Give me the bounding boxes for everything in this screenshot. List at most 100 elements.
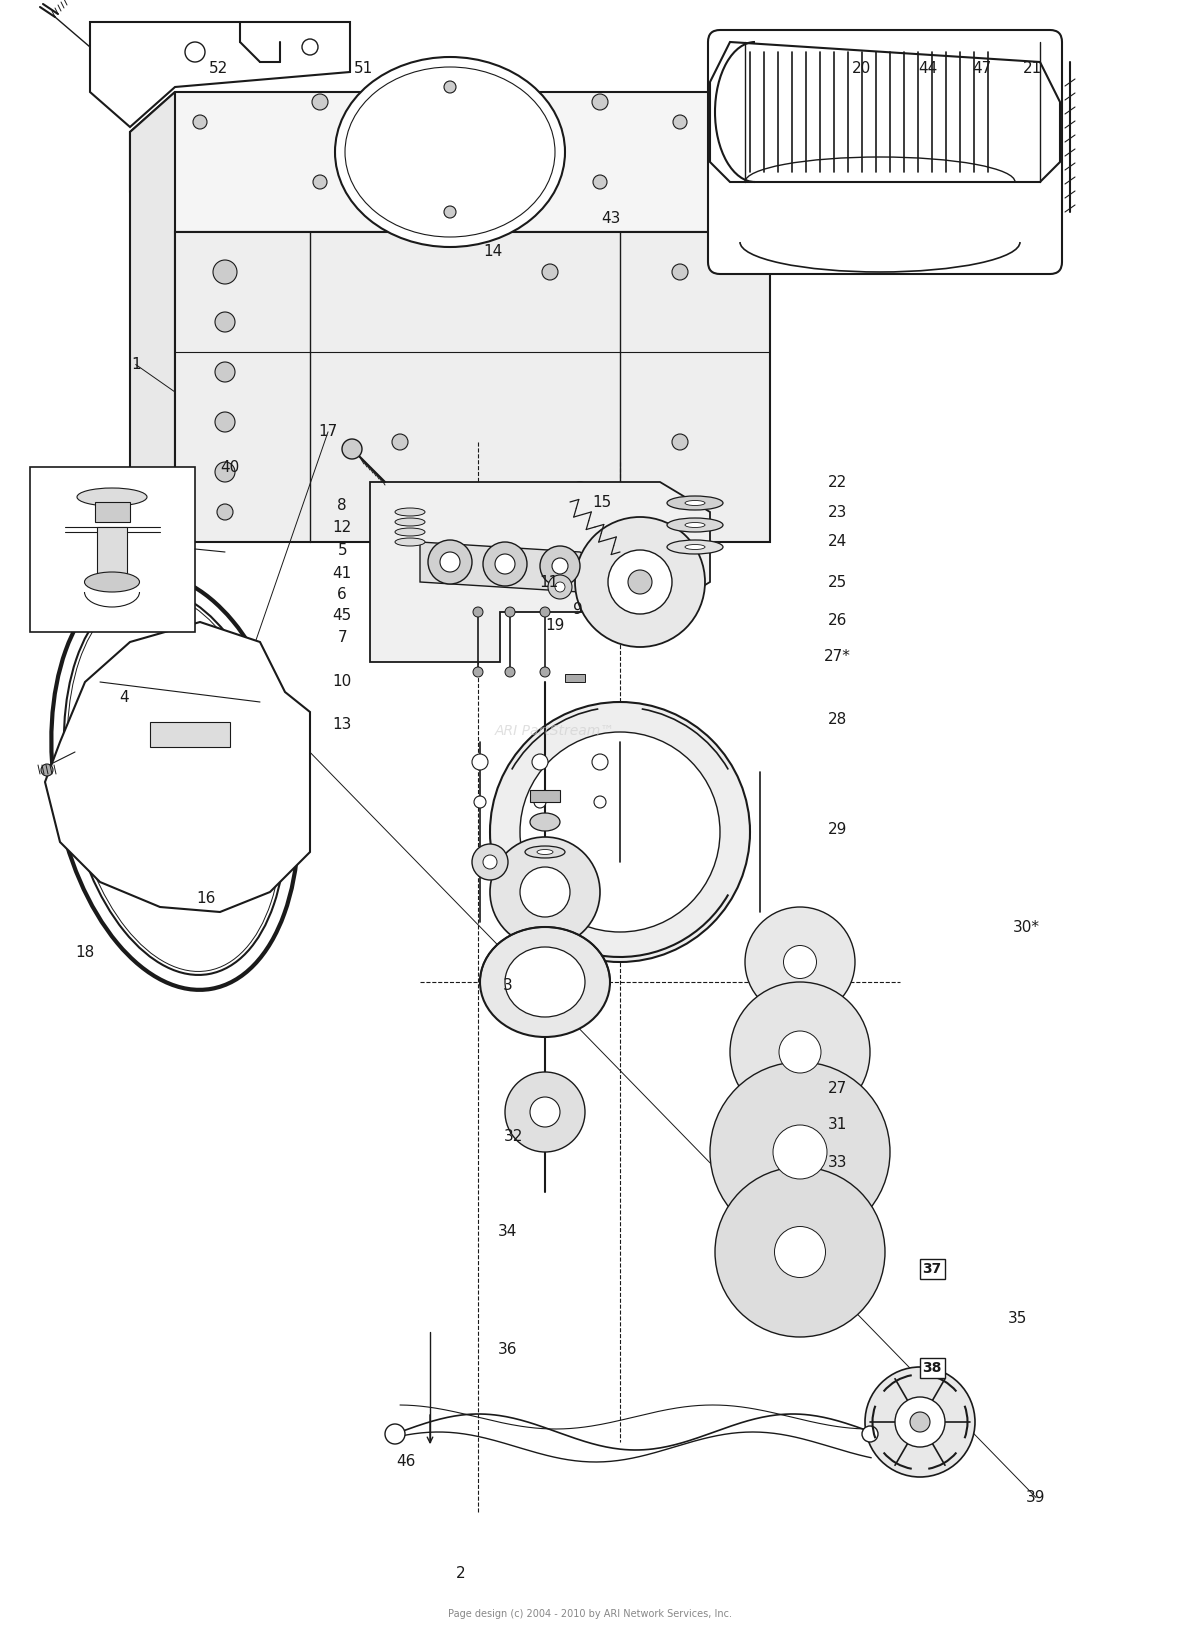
Text: 43: 43 — [602, 210, 621, 227]
Text: 25: 25 — [828, 575, 847, 591]
Circle shape — [473, 667, 483, 677]
Text: 35: 35 — [1008, 1310, 1027, 1327]
Ellipse shape — [480, 928, 610, 1038]
Circle shape — [505, 667, 514, 677]
Polygon shape — [420, 542, 610, 593]
Circle shape — [592, 94, 608, 110]
Text: 8: 8 — [337, 498, 347, 514]
Text: 22: 22 — [828, 475, 847, 491]
Circle shape — [745, 906, 856, 1016]
Ellipse shape — [77, 488, 148, 506]
Circle shape — [542, 264, 558, 281]
Text: ARI PartStream™: ARI PartStream™ — [494, 724, 615, 737]
Ellipse shape — [335, 57, 565, 246]
Text: 29: 29 — [828, 821, 847, 837]
Bar — [96, 502, 130, 522]
Text: 28: 28 — [828, 711, 847, 727]
FancyBboxPatch shape — [708, 30, 1062, 274]
Circle shape — [494, 553, 514, 575]
Circle shape — [628, 570, 653, 594]
Circle shape — [575, 562, 585, 571]
Circle shape — [773, 1125, 827, 1179]
Text: 47: 47 — [972, 61, 991, 77]
Text: 4: 4 — [119, 690, 129, 706]
Ellipse shape — [395, 529, 425, 535]
Text: 23: 23 — [828, 504, 847, 521]
Circle shape — [710, 1062, 890, 1241]
Circle shape — [865, 1368, 975, 1478]
Ellipse shape — [505, 947, 585, 1016]
Circle shape — [540, 547, 581, 586]
Circle shape — [472, 754, 489, 770]
Text: 9: 9 — [573, 601, 583, 617]
Text: 14: 14 — [484, 243, 503, 259]
Text: 24: 24 — [828, 534, 847, 550]
Text: 21: 21 — [1023, 61, 1042, 77]
Text: 44: 44 — [918, 61, 937, 77]
Text: 7: 7 — [337, 629, 347, 645]
Circle shape — [532, 754, 548, 770]
Circle shape — [41, 764, 53, 777]
Circle shape — [472, 844, 509, 880]
Ellipse shape — [395, 507, 425, 516]
Text: 41: 41 — [333, 565, 352, 581]
Bar — [97, 527, 127, 581]
Text: 13: 13 — [333, 716, 352, 732]
Text: 31: 31 — [828, 1117, 847, 1133]
Circle shape — [540, 608, 550, 617]
Text: Page design (c) 2004 - 2010 by ARI Network Services, Inc.: Page design (c) 2004 - 2010 by ARI Netwo… — [448, 1609, 732, 1619]
Circle shape — [575, 517, 704, 647]
Text: 5: 5 — [337, 542, 347, 558]
Bar — [565, 673, 585, 681]
Circle shape — [215, 361, 235, 383]
Circle shape — [505, 1072, 585, 1153]
Circle shape — [555, 581, 565, 593]
Text: 27*: 27* — [825, 649, 851, 665]
Ellipse shape — [686, 522, 704, 527]
Circle shape — [592, 754, 608, 770]
Text: 45: 45 — [333, 608, 352, 624]
Text: 19: 19 — [545, 617, 564, 634]
Circle shape — [530, 1097, 560, 1126]
Text: 6: 6 — [337, 586, 347, 603]
Circle shape — [520, 867, 570, 916]
Text: 52: 52 — [209, 61, 228, 77]
Polygon shape — [90, 21, 350, 126]
Text: 18: 18 — [76, 944, 94, 961]
Circle shape — [894, 1397, 945, 1447]
Text: 39: 39 — [1027, 1489, 1045, 1506]
Circle shape — [392, 484, 408, 501]
Ellipse shape — [530, 813, 560, 831]
Bar — [530, 790, 560, 801]
Circle shape — [784, 946, 817, 979]
Circle shape — [548, 575, 572, 599]
Text: 10: 10 — [333, 673, 352, 690]
Text: 17: 17 — [319, 424, 337, 440]
Text: 33: 33 — [828, 1154, 847, 1171]
Circle shape — [594, 176, 607, 189]
Text: 26: 26 — [828, 612, 847, 629]
Text: 32: 32 — [504, 1128, 523, 1144]
Circle shape — [594, 796, 607, 808]
Text: 16: 16 — [197, 890, 216, 906]
Circle shape — [474, 796, 486, 808]
Polygon shape — [371, 483, 710, 662]
Circle shape — [483, 855, 497, 869]
Circle shape — [608, 550, 671, 614]
Circle shape — [910, 1412, 930, 1432]
Text: 46: 46 — [396, 1453, 415, 1470]
Circle shape — [302, 39, 317, 54]
Circle shape — [215, 461, 235, 483]
Circle shape — [473, 608, 483, 617]
Text: 40: 40 — [221, 460, 240, 476]
Ellipse shape — [686, 501, 704, 506]
Circle shape — [428, 540, 472, 585]
Bar — [150, 722, 230, 747]
Text: 2: 2 — [455, 1565, 465, 1581]
Text: 20: 20 — [852, 61, 871, 77]
Circle shape — [671, 264, 688, 281]
Circle shape — [444, 205, 455, 218]
Ellipse shape — [686, 545, 704, 550]
Ellipse shape — [395, 517, 425, 525]
Ellipse shape — [537, 849, 553, 854]
